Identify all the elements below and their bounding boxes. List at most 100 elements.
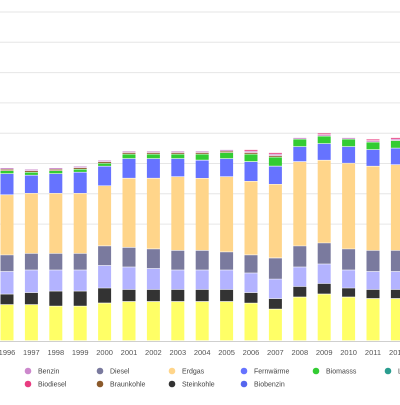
bar-segment-2002-6 xyxy=(147,154,160,158)
bar-segment-2006-3 xyxy=(245,255,258,273)
x-tick-label: 2005 xyxy=(218,348,235,357)
x-tick-label: 2009 xyxy=(316,348,333,357)
bar-segment-2006-2 xyxy=(245,273,258,292)
bar-segment-1999-8 xyxy=(74,167,87,168)
legend-swatch xyxy=(385,368,392,375)
bar-segment-1999-2 xyxy=(74,270,87,291)
bar-segment-2003-0 xyxy=(171,302,184,341)
bar-segment-2011-8 xyxy=(367,141,380,142)
bar-segment-2010-1 xyxy=(342,288,355,296)
bar-segment-2007-9 xyxy=(269,153,282,154)
x-tick-label: 2012 xyxy=(389,348,400,357)
legend-swatch xyxy=(169,368,176,375)
bar-segment-1999-1 xyxy=(74,291,87,305)
bar-segment-2006-4 xyxy=(245,182,258,255)
bar-segment-2011-5 xyxy=(367,150,380,166)
bar-segment-2009-9 xyxy=(318,133,331,134)
bar-segment-2005-2 xyxy=(220,270,233,289)
bar-segment-2000-0 xyxy=(98,303,111,340)
bar-segment-2005-1 xyxy=(220,290,233,301)
bar-segment-1996-0 xyxy=(1,305,14,341)
bar-segment-2011-1 xyxy=(367,290,380,298)
bar-segment-2007-3 xyxy=(269,258,282,279)
bar-segment-2002-2 xyxy=(147,269,160,290)
bar-segment-1996-1 xyxy=(1,294,14,304)
bar-segment-2003-4 xyxy=(171,177,184,250)
bar-segment-1999-7 xyxy=(74,168,87,169)
bar-segment-2010-8 xyxy=(342,138,355,139)
bar-segment-1999-4 xyxy=(74,194,87,254)
bar-segment-2008-4 xyxy=(293,162,306,246)
bar-segment-2009-6 xyxy=(318,136,331,143)
bar-segment-2011-4 xyxy=(367,167,380,251)
bar-segment-1999-5 xyxy=(74,173,87,194)
bar-segment-2000-1 xyxy=(98,288,111,302)
bar-segment-2004-5 xyxy=(196,161,209,179)
x-tick-label: 2011 xyxy=(365,348,381,357)
legend-label: Steinkohle xyxy=(182,382,215,389)
bar-segment-2004-8 xyxy=(196,151,209,152)
bar-segment-2003-6 xyxy=(171,154,184,158)
legend-swatch xyxy=(313,368,320,375)
legend-swatch xyxy=(169,381,176,388)
bar-segment-2004-2 xyxy=(196,270,209,289)
bar-segment-1999-0 xyxy=(74,306,87,340)
legend-swatch xyxy=(25,381,32,388)
bar-segment-2000-2 xyxy=(98,266,111,288)
legend-label: Benzin xyxy=(38,369,60,376)
bar-segment-2010-5 xyxy=(342,147,355,163)
x-tick-label: 2007 xyxy=(267,348,284,357)
bar-segment-1996-8 xyxy=(1,168,14,169)
bar-segment-2008-0 xyxy=(293,297,306,340)
bars xyxy=(1,133,400,340)
bar-segment-2007-2 xyxy=(269,279,282,298)
x-tick-label: 2004 xyxy=(194,348,211,357)
bar-segment-2000-8 xyxy=(98,161,111,162)
bar-segment-1999-6 xyxy=(74,170,87,172)
x-tick-label: 2006 xyxy=(243,348,260,357)
bar-segment-2011-9 xyxy=(367,139,380,140)
bar-segment-1997-5 xyxy=(25,176,38,194)
bar-segment-2001-6 xyxy=(123,154,136,158)
bar-segment-2012-2 xyxy=(391,272,400,290)
legend-label: Fernwärme xyxy=(254,369,290,376)
x-tick-label: 2003 xyxy=(169,348,186,357)
bar-segment-1996-6 xyxy=(1,171,14,173)
bar-segment-2008-5 xyxy=(293,147,306,161)
bar-segment-2002-1 xyxy=(147,290,160,301)
bar-segment-2012-3 xyxy=(391,251,400,272)
bar-segment-1996-2 xyxy=(1,272,14,294)
bar-segment-2000-7 xyxy=(98,162,111,163)
x-tick-label: 1996 xyxy=(0,348,15,357)
x-tick-label: 1997 xyxy=(23,348,40,357)
legend-swatch xyxy=(97,368,104,375)
bar-segment-2006-8 xyxy=(245,151,258,152)
bar-segment-2009-2 xyxy=(318,264,331,283)
bar-segment-2001-7 xyxy=(123,153,136,154)
bar-segment-2009-1 xyxy=(318,284,331,294)
legend-label: Braunkohle xyxy=(110,382,146,389)
bar-segment-1998-3 xyxy=(49,254,62,270)
bar-segment-2006-0 xyxy=(245,303,258,340)
bar-segment-2006-5 xyxy=(245,162,258,181)
bar-segment-2005-6 xyxy=(220,153,233,158)
legend-swatch xyxy=(97,381,104,388)
bar-segment-2002-0 xyxy=(147,302,160,341)
bar-segment-2012-4 xyxy=(391,165,400,250)
bar-segment-2007-7 xyxy=(269,156,282,157)
bar-segment-2011-6 xyxy=(367,142,380,149)
bar-segment-2004-7 xyxy=(196,153,209,154)
x-tick-label: 1998 xyxy=(47,348,64,357)
bar-segment-2004-6 xyxy=(196,154,209,159)
bar-segment-2005-0 xyxy=(220,302,233,341)
x-tick-label: 1999 xyxy=(72,348,89,357)
bar-segment-1996-4 xyxy=(1,195,14,255)
bar-segment-2009-3 xyxy=(318,243,331,264)
bar-segment-2003-7 xyxy=(171,153,184,154)
x-tick-label: 2000 xyxy=(96,348,113,357)
legend-swatch xyxy=(241,381,248,388)
bar-segment-1998-5 xyxy=(49,174,62,193)
bar-segment-2005-4 xyxy=(220,177,233,252)
